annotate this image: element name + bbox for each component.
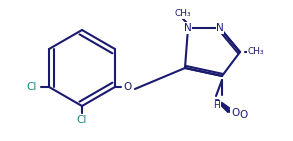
Text: O: O	[239, 110, 247, 120]
Text: H: H	[214, 102, 220, 111]
Text: Cl: Cl	[77, 115, 87, 125]
Text: O: O	[124, 82, 132, 92]
Text: N: N	[184, 23, 192, 33]
Text: N: N	[216, 23, 224, 33]
Text: Cl: Cl	[26, 82, 36, 92]
Text: O: O	[231, 108, 239, 118]
Text: CH₃: CH₃	[248, 48, 264, 57]
Text: CH₃: CH₃	[175, 9, 191, 18]
